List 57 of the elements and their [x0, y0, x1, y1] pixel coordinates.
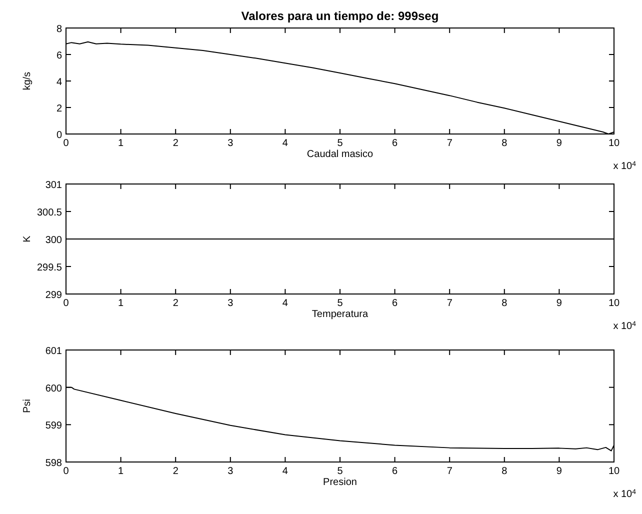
x-tick-label: 5 — [337, 138, 344, 149]
y-tick-label: 600 — [45, 383, 62, 394]
x-tick-label: 10 — [608, 466, 620, 477]
y-tick-label: 8 — [56, 24, 62, 35]
x-tick-label: 2 — [172, 466, 179, 477]
text: x 10$^{4}$ — [613, 160, 636, 172]
x-tick-label: 0 — [63, 138, 70, 149]
y-tick-label: 0 — [56, 130, 62, 141]
x-tick-label: 10 — [608, 298, 620, 309]
x-tick-label: 6 — [392, 466, 398, 477]
x-tick-label: 1 — [118, 298, 124, 309]
y-axis-title: Psi — [22, 399, 33, 413]
y-tick-label: 4 — [56, 77, 62, 88]
x-tick-label: 7 — [446, 138, 453, 149]
y-axis-title: K — [22, 235, 33, 242]
x-tick-label: 3 — [228, 298, 234, 309]
x-tick-label: 1 — [118, 466, 124, 477]
y-tick-label: 601 — [45, 346, 62, 357]
text: x 10$^{4}$ — [613, 488, 636, 500]
y-tick-label: 300.5 — [36, 208, 62, 218]
x-tick-label: 3 — [228, 466, 234, 477]
x-tick-label: 9 — [556, 138, 562, 149]
y-tick-label: 599 — [45, 420, 62, 432]
x-tick-label: 7 — [446, 466, 453, 477]
x-tick-label: 8 — [502, 466, 508, 477]
x-tick-label: 8 — [502, 138, 508, 149]
x-tick-label: 0 — [63, 466, 70, 477]
x-tick-label: 8 — [502, 298, 508, 309]
x-tick-label: 9 — [556, 466, 562, 477]
text: x 10$^{4}$ — [613, 320, 636, 332]
y-tick-label: 299.5 — [36, 262, 62, 274]
x-tick-label: 6 — [392, 298, 398, 309]
x-tick-label: 5 — [337, 466, 344, 477]
x-tick-label: 2 — [172, 298, 179, 309]
x-axis-title: Presion — [323, 477, 357, 488]
x-tick-label: 4 — [282, 466, 288, 477]
y-tick-label: 301 — [45, 180, 62, 191]
x-tick-label: 4 — [282, 298, 288, 309]
x-tick-label: 2 — [172, 138, 179, 149]
x-tick-label: 9 — [556, 298, 562, 309]
x-tick-label: 6 — [392, 138, 398, 149]
x-axis-title: Temperatura — [312, 309, 369, 320]
x-tick-label: 4 — [282, 138, 288, 149]
y-tick-label: 299 — [45, 290, 62, 301]
y-tick-label: 6 — [56, 50, 62, 62]
y-tick-label: 2 — [56, 104, 62, 114]
x-tick-label: 5 — [337, 298, 344, 309]
x-tick-label: 7 — [446, 298, 453, 309]
chart-title: Valores para un tiempo de: 999seg — [241, 9, 439, 23]
x-tick-label: 10 — [608, 138, 620, 149]
x-axis-title: Caudal masico — [306, 149, 374, 160]
y-axis-title: kg/s — [22, 72, 33, 90]
x-tick-label: 0 — [63, 298, 70, 309]
x-tick-label: 1 — [118, 138, 124, 149]
y-tick-label: 598 — [45, 458, 62, 469]
y-tick-label: 300 — [45, 235, 62, 246]
x-tick-label: 3 — [228, 138, 234, 149]
